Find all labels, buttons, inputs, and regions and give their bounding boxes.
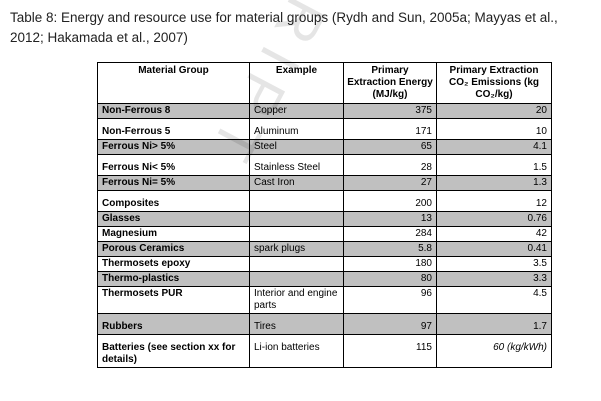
- cell-energy: 284: [343, 226, 437, 242]
- cell-energy: 13: [343, 211, 437, 227]
- table-body: Non-Ferrous 8 Copper 375 20 Non-Ferrous 5 Alu…: [97, 103, 552, 368]
- table-row: Thermosets PUR Interior and engine parts 9…: [97, 286, 552, 314]
- cell-co2: 42: [436, 226, 552, 242]
- cell-co2: 0.41: [436, 241, 552, 257]
- table-row: Ferrous Ni< 5% Stainless Steel 28 1.5: [97, 154, 552, 176]
- cell-example: spark plugs: [249, 241, 344, 257]
- cell-co2: 4.5: [436, 286, 552, 314]
- header-energy: Primary Extraction Energy (MJ/kg): [343, 62, 437, 104]
- cell-example: Aluminum: [249, 118, 344, 140]
- cell-material-group: Batteries (see section xx for details): [97, 334, 250, 368]
- table-container: Material Group Example Primary Extractio…: [97, 62, 552, 368]
- table-row: Porous Ceramics spark plugs 5.8 0.41: [97, 241, 552, 257]
- cell-example: [249, 271, 344, 287]
- cell-co2: 1.3: [436, 175, 552, 191]
- cell-co2: 10: [436, 118, 552, 140]
- header-co2: Primary Extraction CO₂ Emissions (kg CO₂…: [436, 62, 552, 104]
- cell-energy: 5.8: [343, 241, 437, 257]
- material-groups-table: Material Group Example Primary Extractio…: [97, 62, 552, 368]
- table-row: Thermo-plastics 80 3.3: [97, 271, 552, 287]
- cell-example: Tires: [249, 313, 344, 335]
- cell-energy: 80: [343, 271, 437, 287]
- table-row: Ferrous Ni= 5% Cast Iron 27 1.3: [97, 175, 552, 191]
- cell-example: Copper: [249, 103, 344, 119]
- cell-material-group: Non-Ferrous 8: [97, 103, 250, 119]
- cell-energy: 180: [343, 256, 437, 272]
- cell-co2: 3.3: [436, 271, 552, 287]
- cell-co2: 3.5: [436, 256, 552, 272]
- table-row: Non-Ferrous 8 Copper 375 20: [97, 103, 552, 119]
- cell-material-group: Thermo-plastics: [97, 271, 250, 287]
- cell-example: [249, 226, 344, 242]
- table-caption: Table 8: Energy and resource use for mat…: [10, 10, 558, 45]
- table-row: Glasses 13 0.76: [97, 211, 552, 227]
- header-row: Material Group Example Primary Extractio…: [97, 62, 552, 104]
- cell-co2: 4.1: [436, 139, 552, 155]
- table-row: Non-Ferrous 5 Aluminum 171 10: [97, 118, 552, 140]
- cell-energy: 28: [343, 154, 437, 176]
- table-row: Rubbers Tires 97 1.7: [97, 313, 552, 335]
- cell-material-group: Ferrous Ni= 5%: [97, 175, 250, 191]
- table-row: Ferrous Ni> 5% Steel 65 4.1: [97, 139, 552, 155]
- cell-material-group: Ferrous Ni> 5%: [97, 139, 250, 155]
- table-row: Batteries (see section xx for details) Li…: [97, 334, 552, 368]
- cell-material-group: Thermosets PUR: [97, 286, 250, 314]
- cell-energy: 27: [343, 175, 437, 191]
- cell-co2: 0.76: [436, 211, 552, 227]
- cell-material-group: Glasses: [97, 211, 250, 227]
- cell-example: [249, 211, 344, 227]
- cell-co2: 12: [436, 190, 552, 212]
- cell-material-group: Magnesium: [97, 226, 250, 242]
- cell-energy: 375: [343, 103, 437, 119]
- header-example: Example: [249, 62, 344, 104]
- cell-example: Cast Iron: [249, 175, 344, 191]
- cell-material-group: Rubbers: [97, 313, 250, 335]
- cell-co2: 1.5: [436, 154, 552, 176]
- cell-co2: 60 (kg/kWh): [436, 334, 552, 368]
- cell-co2: 20: [436, 103, 552, 119]
- cell-energy: 96: [343, 286, 437, 314]
- cell-example: Interior and engine parts: [249, 286, 344, 314]
- cell-energy: 65: [343, 139, 437, 155]
- cell-example: [249, 256, 344, 272]
- cell-material-group: Non-Ferrous 5: [97, 118, 250, 140]
- cell-material-group: Porous Ceramics: [97, 241, 250, 257]
- cell-energy: 171: [343, 118, 437, 140]
- table-row: Thermosets epoxy 180 3.5: [97, 256, 552, 272]
- cell-energy: 97: [343, 313, 437, 335]
- cell-material-group: Ferrous Ni< 5%: [97, 154, 250, 176]
- cell-material-group: Thermosets epoxy: [97, 256, 250, 272]
- cell-example: [249, 190, 344, 212]
- cell-example: Li-ion batteries: [249, 334, 344, 368]
- cell-co2: 1.7: [436, 313, 552, 335]
- cell-material-group: Composites: [97, 190, 250, 212]
- cell-energy: 200: [343, 190, 437, 212]
- table-row: Composites 200 12: [97, 190, 552, 212]
- cell-example: Stainless Steel: [249, 154, 344, 176]
- cell-example: Steel: [249, 139, 344, 155]
- cell-energy: 115: [343, 334, 437, 368]
- table-row: Magnesium 284 42: [97, 226, 552, 242]
- header-material-group: Material Group: [97, 62, 250, 104]
